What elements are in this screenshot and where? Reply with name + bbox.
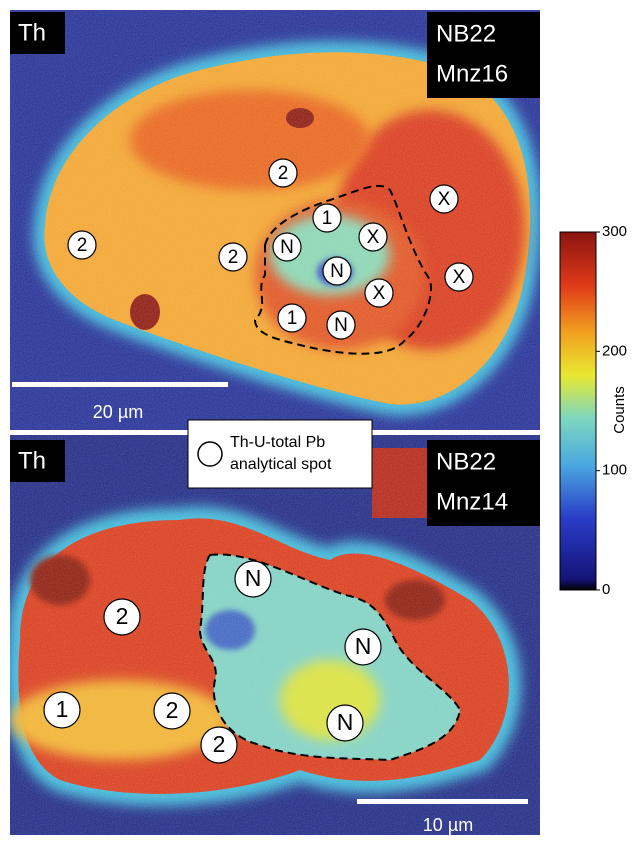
- spot-label: N: [337, 709, 354, 735]
- colorbar-tick-label: 100: [602, 462, 627, 479]
- colorbar-tick-label: 0: [602, 581, 610, 598]
- element-label: Th: [18, 19, 46, 46]
- scale-label: 10 µm: [423, 815, 473, 835]
- spot-label: X: [373, 283, 386, 304]
- colorbar-tick-label: 200: [602, 342, 627, 359]
- grain-label: Mnz16: [436, 60, 508, 87]
- figure: Th NB22 Mnz16 Th NB22 Mnz14 20 µm 10 µm …: [0, 0, 635, 841]
- sample-label: NB22: [436, 448, 496, 475]
- scale-bar: [12, 382, 228, 387]
- spot-label: 2: [77, 235, 88, 256]
- spot-label: 1: [287, 308, 298, 329]
- colorbar-label: Counts: [611, 386, 628, 434]
- spot-label: N: [355, 633, 372, 659]
- spot-label: N: [280, 237, 294, 258]
- spot-label: 1: [322, 208, 333, 229]
- scale-label: 20 µm: [93, 402, 143, 422]
- spot-label: N: [330, 261, 344, 282]
- spot-label: N: [334, 315, 348, 336]
- spot-label: 2: [166, 697, 179, 723]
- spot-label: 2: [116, 603, 129, 629]
- spot-label: 2: [213, 731, 226, 757]
- grain-label: Mnz14: [436, 488, 508, 515]
- legend-text: Th-U-total Pb: [230, 434, 325, 451]
- legend-symbol: [198, 442, 222, 466]
- element-label: Th: [18, 447, 46, 474]
- scale-bar: [357, 799, 528, 804]
- spot-label: 2: [278, 163, 289, 184]
- legend-text: analytical spot: [230, 456, 332, 473]
- spot-label: 1: [56, 696, 69, 722]
- spot-label: X: [438, 189, 451, 210]
- spot-label: X: [367, 227, 380, 248]
- sample-label: NB22: [436, 20, 496, 47]
- spot-label: 2: [228, 247, 239, 268]
- spot-label: X: [453, 267, 466, 288]
- colorbar-tick-label: 300: [602, 223, 627, 240]
- colorbar: [560, 232, 596, 590]
- spot-label: N: [245, 565, 262, 591]
